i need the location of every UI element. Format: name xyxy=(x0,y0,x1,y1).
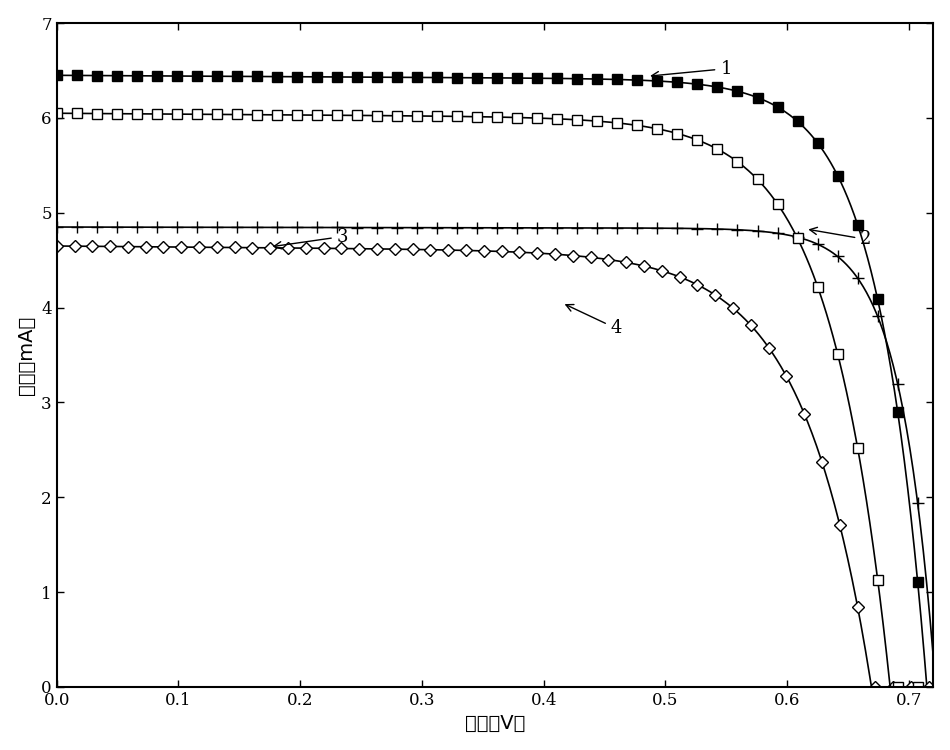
Text: 4: 4 xyxy=(566,304,622,338)
Text: 3: 3 xyxy=(274,227,349,249)
Y-axis label: 电流（mA）: 电流（mA） xyxy=(17,316,36,394)
X-axis label: 电压（V）: 电压（V） xyxy=(465,714,525,734)
Text: 2: 2 xyxy=(809,227,872,248)
Text: 1: 1 xyxy=(652,60,732,79)
